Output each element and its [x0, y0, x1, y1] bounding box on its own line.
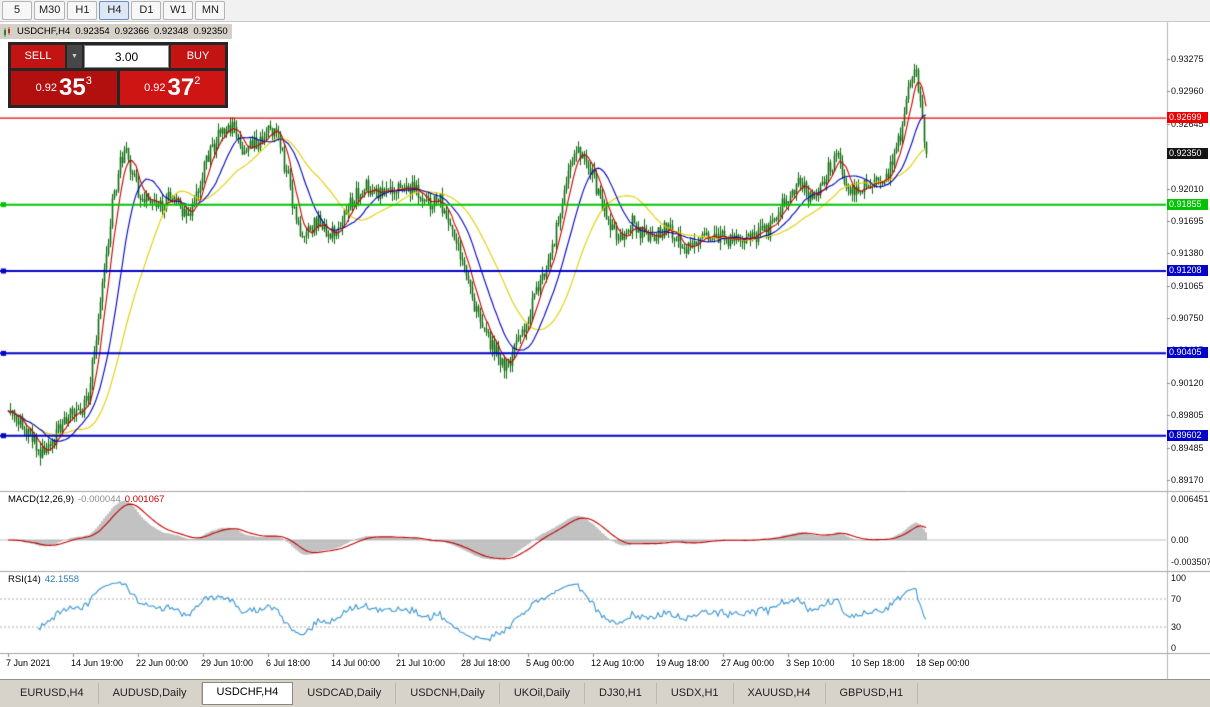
macd-main-value: -0.000044: [78, 494, 121, 505]
buy-price-big: 37: [167, 74, 195, 101]
chart-tab-usdchf-h4[interactable]: USDCHF,H4: [201, 682, 294, 705]
chart-tab-usdcnh-daily[interactable]: USDCNH,Daily: [396, 683, 500, 704]
rsi-indicator-header: RSI(14) 42.1558: [8, 574, 79, 585]
rsi-value: 42.1558: [44, 574, 80, 585]
chart-tab-usdx-h1[interactable]: USDX,H1: [657, 683, 734, 704]
sell-price-big: 35: [59, 74, 86, 101]
timeframe-button-h1[interactable]: H1: [67, 1, 98, 20]
timeframe-button-5[interactable]: 5: [2, 1, 32, 20]
chart-title-high: 0.92366: [114, 26, 149, 37]
chart-window-title: USDCHF,H4 0.92354 0.92366 0.92348 0.9235…: [0, 24, 232, 39]
chart-tab-xauusd-h4[interactable]: XAUUSD,H4: [734, 683, 826, 704]
timeframe-toolbar: 5 M30 H1 H4 D1 W1 MN: [0, 0, 1210, 22]
chart-tab-usdcad-daily[interactable]: USDCAD,Daily: [293, 683, 397, 704]
trade-options-dropdown[interactable]: ▼: [67, 45, 82, 68]
chevron-down-icon: ▼: [71, 53, 78, 60]
sell-button[interactable]: SELL: [11, 45, 65, 68]
rsi-title: RSI(14): [8, 574, 41, 585]
macd-indicator-header: MACD(12,26,9) -0.000044 0.001067: [8, 494, 164, 505]
sell-price-sup: 3: [85, 75, 92, 87]
chart-tabs-bar: EURUSD,H4 AUDUSD,Daily USDCHF,H4 USDCAD,Dai…: [0, 679, 1210, 707]
chart-title-close: 0.92350: [193, 26, 228, 37]
chart-tab-audusd-daily[interactable]: AUDUSD,Daily: [99, 683, 202, 704]
buy-button[interactable]: BUY: [171, 45, 225, 68]
macd-title: MACD(12,26,9): [8, 494, 74, 505]
timeframe-button-h4[interactable]: H4: [99, 1, 130, 20]
chart-title-symbol: USDCHF,H4: [17, 26, 71, 37]
chart-tab-dj30-h1[interactable]: DJ30,H1: [585, 683, 657, 704]
chart-tab-gbpusd-h1[interactable]: GBPUSD,H1: [826, 683, 919, 704]
timeframe-button-d1[interactable]: D1: [131, 1, 162, 20]
chart-tab-eurusd-h4[interactable]: EURUSD,H4: [6, 683, 99, 704]
macd-signal-value: 0.001067: [124, 494, 165, 505]
chart-title-open: 0.92354: [75, 26, 110, 37]
chart-tab-ukoil-daily[interactable]: UKOil,Daily: [500, 683, 586, 704]
buy-price-prefix: 0.92: [144, 82, 166, 94]
chart-title-low: 0.92348: [154, 26, 189, 37]
timeframe-button-mn[interactable]: MN: [195, 1, 226, 20]
timeframe-button-w1[interactable]: W1: [163, 1, 194, 20]
sell-quote-button[interactable]: 0.92 35 3: [11, 71, 117, 105]
volume-input[interactable]: [84, 45, 169, 68]
timeframe-button-m30[interactable]: M30: [34, 1, 66, 20]
buy-quote-button[interactable]: 0.92 37 2: [119, 71, 225, 105]
sell-price-prefix: 0.92: [35, 82, 58, 94]
buy-price-sup: 2: [194, 75, 201, 87]
candlestick-icon: [4, 26, 10, 37]
